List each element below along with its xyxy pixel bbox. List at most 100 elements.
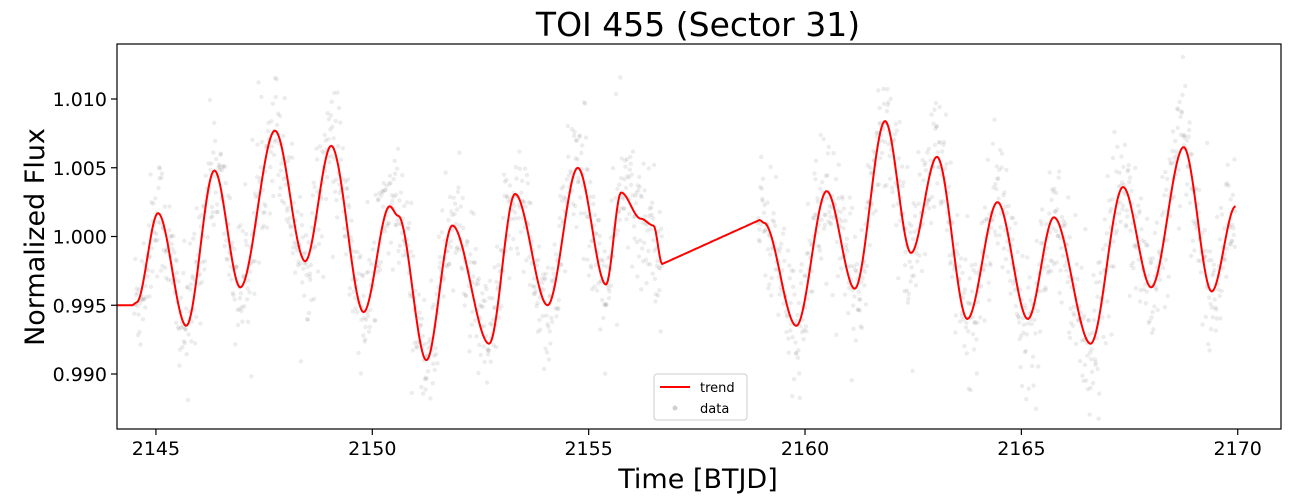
data-point bbox=[658, 329, 663, 334]
data-point bbox=[993, 182, 998, 187]
data-point bbox=[879, 138, 884, 143]
data-point bbox=[1065, 242, 1070, 247]
data-point bbox=[238, 223, 243, 228]
data-point bbox=[1126, 167, 1131, 172]
data-point bbox=[482, 298, 488, 304]
data-point bbox=[234, 265, 239, 270]
data-point bbox=[853, 268, 858, 273]
data-point bbox=[1088, 357, 1094, 362]
data-point bbox=[1139, 227, 1144, 232]
data-point bbox=[358, 371, 364, 376]
data-point bbox=[550, 319, 555, 325]
data-point bbox=[1066, 195, 1071, 200]
data-point bbox=[184, 352, 189, 357]
data-point bbox=[1052, 209, 1058, 214]
data-point bbox=[332, 90, 337, 96]
data-point bbox=[1229, 239, 1235, 244]
data-point bbox=[1081, 337, 1087, 343]
data-point bbox=[1018, 333, 1024, 338]
data-point bbox=[349, 218, 354, 223]
data-point bbox=[787, 276, 792, 281]
data-point bbox=[1196, 258, 1201, 263]
data-point bbox=[484, 287, 489, 292]
data-point bbox=[521, 199, 526, 204]
data-point bbox=[437, 265, 442, 270]
data-point bbox=[474, 334, 479, 339]
data-point bbox=[1230, 192, 1236, 198]
data-point bbox=[310, 193, 315, 198]
data-point bbox=[972, 320, 977, 325]
data-point bbox=[603, 302, 608, 307]
data-point bbox=[1081, 378, 1086, 384]
data-point bbox=[577, 134, 582, 139]
data-point bbox=[1204, 248, 1209, 254]
data-point bbox=[871, 148, 876, 154]
data-point bbox=[1211, 262, 1217, 267]
data-point bbox=[867, 243, 872, 248]
data-point bbox=[1057, 235, 1063, 241]
data-point bbox=[366, 269, 371, 275]
data-point bbox=[981, 218, 987, 224]
data-point bbox=[285, 205, 290, 210]
data-point bbox=[940, 199, 946, 204]
data-point bbox=[1119, 154, 1124, 159]
data-point bbox=[758, 222, 763, 227]
data-point bbox=[1123, 222, 1129, 228]
data-scatter-layer bbox=[132, 54, 1238, 421]
data-point bbox=[1136, 257, 1141, 262]
data-point bbox=[1219, 288, 1224, 294]
data-point bbox=[1178, 114, 1183, 120]
data-point bbox=[657, 288, 662, 293]
data-point bbox=[1217, 293, 1222, 299]
data-point bbox=[298, 261, 303, 267]
data-point bbox=[967, 276, 972, 281]
data-point bbox=[550, 266, 555, 271]
data-point bbox=[841, 206, 847, 211]
data-point bbox=[634, 239, 640, 245]
data-point bbox=[1152, 230, 1158, 236]
data-point bbox=[802, 273, 807, 279]
data-point bbox=[390, 267, 395, 272]
data-point bbox=[1164, 237, 1170, 243]
data-point bbox=[794, 350, 799, 355]
data-point bbox=[534, 263, 540, 268]
data-point bbox=[196, 215, 202, 220]
data-point bbox=[457, 150, 462, 155]
data-point bbox=[163, 249, 168, 255]
data-point bbox=[300, 280, 305, 285]
data-point bbox=[222, 244, 227, 249]
data-point bbox=[843, 246, 849, 251]
data-point bbox=[543, 346, 548, 351]
data-point bbox=[486, 348, 492, 353]
data-point bbox=[422, 297, 427, 303]
data-point bbox=[840, 196, 845, 201]
data-point bbox=[573, 156, 578, 161]
data-point bbox=[906, 296, 911, 301]
data-point bbox=[790, 284, 796, 289]
data-point bbox=[408, 249, 414, 254]
data-point bbox=[541, 366, 547, 372]
data-point bbox=[325, 111, 330, 116]
data-point bbox=[1163, 257, 1169, 262]
data-point bbox=[334, 215, 340, 220]
data-point bbox=[367, 324, 373, 330]
data-point bbox=[1101, 334, 1106, 340]
data-point bbox=[810, 215, 816, 220]
data-point bbox=[349, 239, 354, 244]
data-point bbox=[1072, 313, 1077, 318]
data-point bbox=[771, 211, 776, 216]
data-point bbox=[1053, 228, 1059, 234]
data-point bbox=[177, 347, 183, 352]
data-point bbox=[262, 201, 267, 207]
chart-title: TOI 455 (Sector 31) bbox=[535, 5, 860, 44]
data-point bbox=[506, 233, 512, 238]
data-point bbox=[987, 298, 992, 303]
data-point bbox=[852, 234, 858, 239]
data-point bbox=[370, 247, 375, 252]
data-point bbox=[842, 292, 848, 297]
data-point bbox=[193, 341, 198, 346]
data-point bbox=[236, 225, 241, 230]
data-point bbox=[1027, 275, 1032, 280]
data-point bbox=[917, 253, 922, 258]
data-point bbox=[591, 194, 596, 199]
